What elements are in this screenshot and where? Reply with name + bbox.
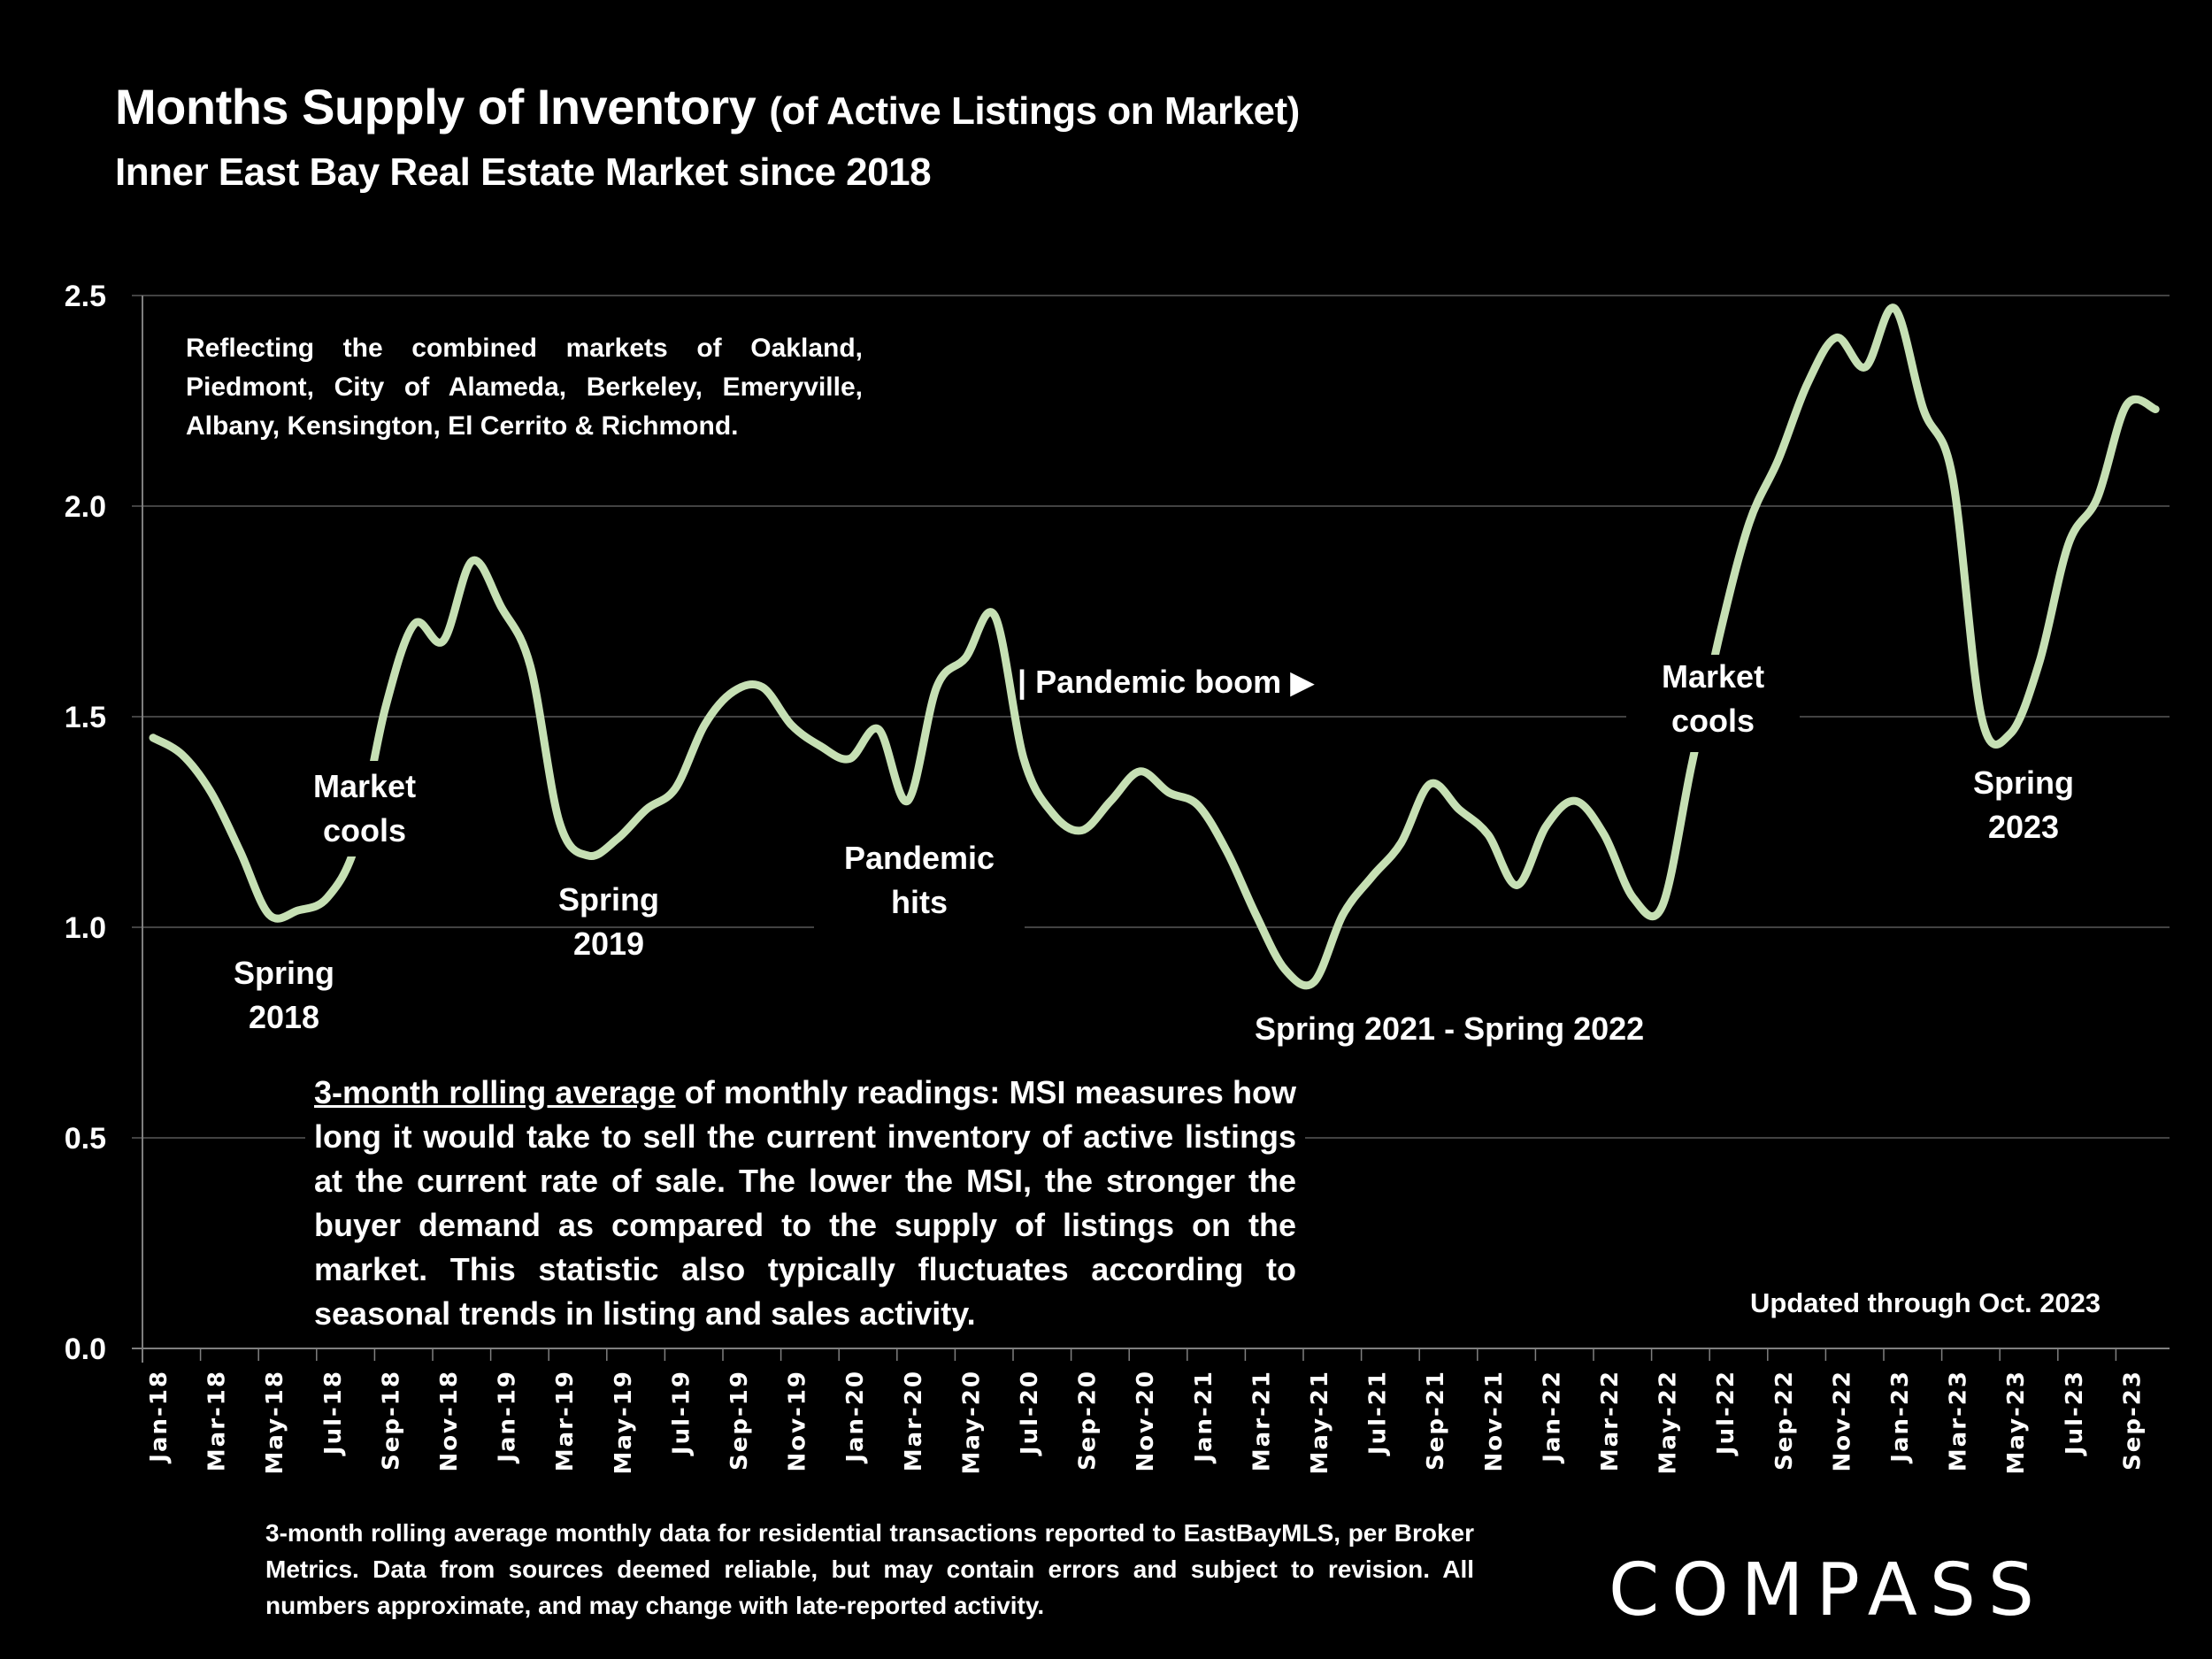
x-tick-label: Sep-23 (2119, 1370, 2146, 1471)
x-tick-label: Jan-21 (1191, 1370, 1217, 1464)
annotation-pandemic-boom: | Pandemic boom ▶ (1018, 664, 1315, 700)
x-tick-label: Nov-21 (1481, 1370, 1508, 1472)
y-tick-label: 2.0 (65, 490, 106, 524)
annotation-line: hits (891, 884, 949, 920)
x-tick-label: Sep-18 (378, 1370, 404, 1471)
x-tick-label: Nov-22 (1829, 1370, 1855, 1472)
annotation-line: 2023 (1987, 809, 2060, 845)
x-tick-label: Jul-20 (1017, 1370, 1043, 1456)
y-tick-label: 1.0 (65, 911, 106, 945)
x-axis-ticks: Jan-18 Mar-18 May-18 Jul-18 Sep-18 Nov-18 Jan-… (146, 1370, 2146, 1475)
x-tick-label: Sep-20 (1075, 1370, 1102, 1471)
x-tick-label: Sep-19 (726, 1370, 753, 1471)
annotation-spring-2021-2022: Spring 2021 - Spring 2022 (1255, 1010, 1645, 1047)
chart-title-parenthetical: (of Active Listings on Market) (769, 89, 1300, 133)
annotation-pandemic-hits: Pandemic hits (814, 836, 1025, 937)
annotation-market-cools-2018: Market cools (301, 761, 429, 856)
annotation-market-cools-2022: Market cools (1626, 655, 1801, 752)
markets-note: Reflecting the combined markets of Oakla… (186, 334, 863, 441)
x-tick-label: Mar-23 (1946, 1370, 1972, 1471)
x-tick-label: Jul-23 (2062, 1370, 2088, 1456)
x-tick-label: May-22 (1655, 1370, 1682, 1475)
x-tick-label: Jan-22 (1539, 1370, 1565, 1464)
x-tick-label: Jul-18 (320, 1370, 347, 1456)
annotation-line: 2019 (572, 926, 645, 962)
msi-description-body: of monthly readings: MSI measures how lo… (314, 1074, 1296, 1332)
x-tick-label: Mar-18 (204, 1370, 231, 1471)
x-tick-label: Nov-19 (785, 1370, 811, 1472)
chart-title-main: Months Supply of Inventory (115, 79, 757, 134)
annotation-spring-2019: Spring 2019 (546, 878, 672, 966)
annotation-line: Market (313, 768, 417, 804)
gridlines (132, 295, 2170, 1139)
x-tick-label: Jan-23 (1887, 1370, 1914, 1464)
annotation-line: cools (1671, 703, 1755, 739)
annotation-line: Market (1662, 658, 1765, 695)
x-tick-label: Sep-22 (1771, 1370, 1798, 1471)
x-tick-label: Mar-22 (1597, 1370, 1624, 1471)
x-tick-label: May-23 (2003, 1370, 2030, 1475)
series-line (149, 303, 2160, 990)
x-tick-label: May-19 (611, 1370, 637, 1475)
x-tick-label: Nov-18 (436, 1370, 463, 1472)
x-tick-label: Jul-22 (1713, 1370, 1740, 1456)
chart-subtitle: Inner East Bay Real Estate Market since … (115, 150, 932, 194)
x-tick-label: Sep-21 (1423, 1370, 1449, 1471)
x-tick-label: Nov-20 (1133, 1370, 1159, 1472)
x-tick-label: May-20 (958, 1370, 985, 1475)
annotation-line: 2018 (248, 999, 320, 1035)
msi-description-underlined: 3-month rolling average (314, 1074, 676, 1110)
annotation-line: Spring (234, 955, 334, 991)
y-tick-label: 0.5 (65, 1122, 106, 1156)
y-axis-ticks: 0.0 0.5 1.0 1.5 2.0 2.5 (65, 280, 106, 1366)
x-tick-label: Jan-20 (842, 1370, 869, 1464)
annotation-spring-2023: Spring 2023 (1961, 761, 2086, 849)
x-tick-label: Jul-21 (1365, 1370, 1392, 1456)
series-line-group (149, 303, 2160, 990)
annotation-line: Spring (1973, 764, 2074, 801)
updated-through-label: Updated through Oct. 2023 (1750, 1287, 2101, 1318)
axes (132, 296, 2170, 1363)
x-tick-label: Jan-19 (495, 1370, 521, 1464)
x-tick-label: Mar-20 (901, 1370, 927, 1471)
x-tick-label: Jan-18 (146, 1370, 173, 1464)
y-tick-label: 1.5 (65, 701, 106, 734)
annotation-spring-2018: Spring 2018 (221, 951, 347, 1040)
chart-title: Months Supply of Inventory (of Active Li… (115, 78, 1300, 135)
annotation-line: Spring (558, 881, 659, 918)
annotation-line: Pandemic (844, 840, 995, 876)
msi-description: 3-month rolling average of monthly readi… (305, 1071, 1305, 1336)
compass-logo: COMPASS (1609, 1548, 2047, 1632)
x-tick-label: Jul-19 (668, 1370, 695, 1456)
x-tick-label: May-18 (262, 1370, 288, 1475)
y-tick-label: 0.0 (65, 1333, 106, 1366)
x-tick-label: Mar-19 (552, 1370, 579, 1471)
source-footnote: 3-month rolling average monthly data for… (265, 1519, 1474, 1619)
y-tick-label: 2.5 (65, 280, 106, 313)
annotation-line: cools (323, 812, 407, 849)
x-tick-label: Mar-21 (1248, 1370, 1275, 1471)
x-tick-label: May-21 (1307, 1370, 1333, 1475)
